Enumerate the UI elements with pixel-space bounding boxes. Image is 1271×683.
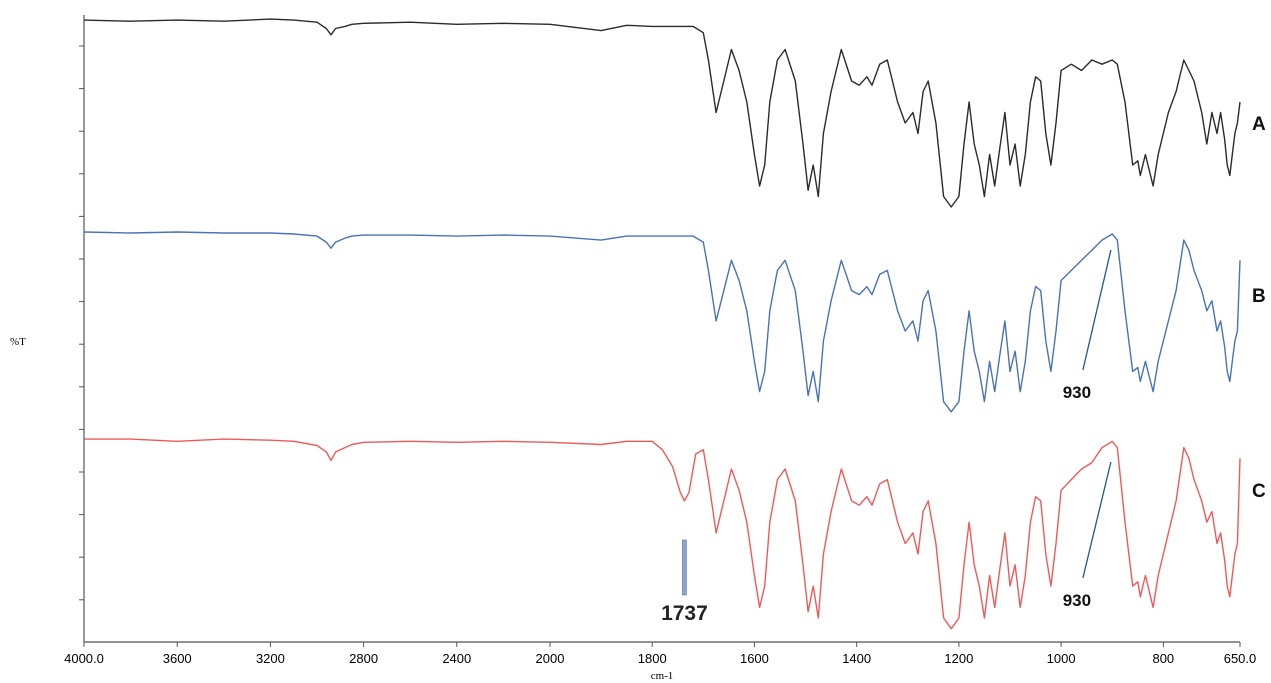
- trace-label-b: B: [1252, 286, 1266, 307]
- trace-label-a: A: [1252, 114, 1266, 135]
- trace-labels: A B C: [1252, 114, 1266, 502]
- annotation-label-930-c: 930: [1063, 591, 1091, 610]
- chart-axes: [79, 15, 1240, 643]
- x-tick-label: 2800: [349, 651, 378, 666]
- x-ticks: 4000.0 3600 3200 2800 2400 2000 1800 1600 1400 12…: [64, 642, 1256, 666]
- annotation-leader-930-c: [1082, 461, 1112, 579]
- x-tick-label: 1000: [1047, 651, 1076, 666]
- x-tick-label: 1400: [842, 651, 871, 666]
- x-tick-label: 650.0: [1224, 651, 1257, 666]
- annotation-marker-1737: [682, 539, 687, 596]
- x-tick-label: 3200: [256, 651, 285, 666]
- annotation-leader-930-b: [1082, 249, 1112, 371]
- y-axis-label: %T: [10, 336, 26, 348]
- x-tick-label: 1600: [740, 651, 769, 666]
- x-tick-label: 2000: [536, 651, 565, 666]
- spectrum-line-b: [83, 231, 1241, 413]
- spectrum-line-a: [83, 18, 1241, 208]
- spectrum-traces: [83, 18, 1241, 630]
- x-axis-label: cm-1: [651, 670, 674, 682]
- x-tick-label: 2400: [442, 651, 471, 666]
- annotation-label-930-b: 930: [1063, 383, 1091, 402]
- x-tick-label: 1200: [944, 651, 973, 666]
- x-tick-label: 4000.0: [64, 651, 104, 666]
- x-tick-label: 800: [1152, 651, 1174, 666]
- spectrum-line-c: [84, 438, 1241, 630]
- x-tick-label: 1800: [638, 651, 667, 666]
- peak-annotations: 930 930 1737: [661, 249, 1112, 625]
- trace-label-c: C: [1252, 481, 1266, 502]
- annotation-label-1737: 1737: [661, 602, 708, 625]
- x-tick-label: 3600: [163, 651, 192, 666]
